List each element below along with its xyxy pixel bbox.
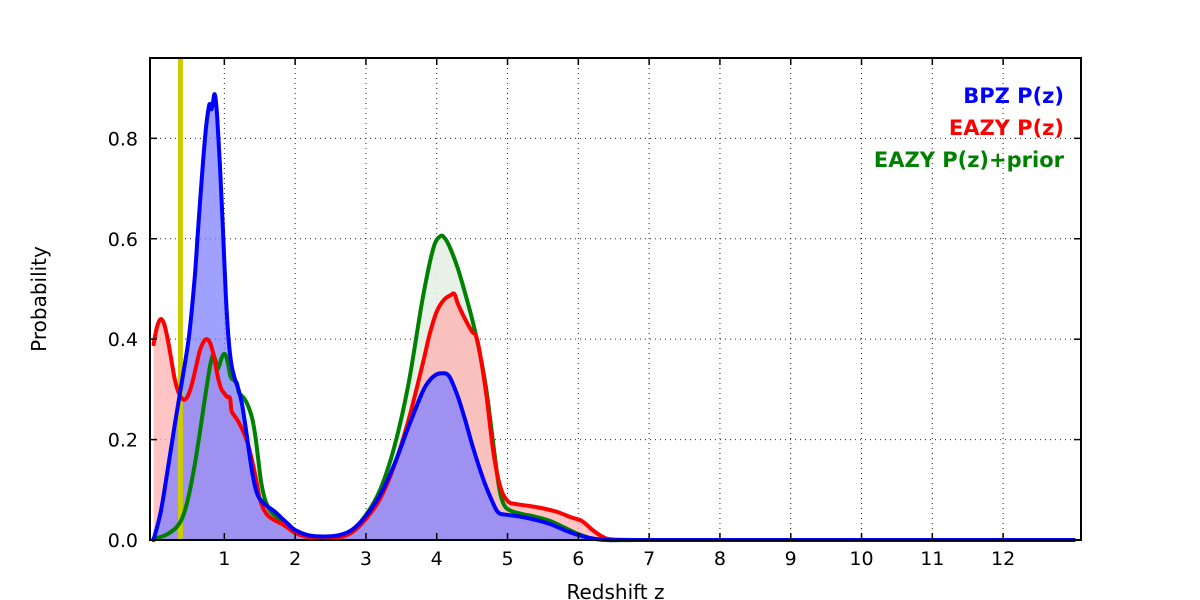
xtick-label-9: 10 <box>849 548 873 570</box>
series-line-2 <box>151 233 1076 543</box>
xtick-label-7: 8 <box>714 548 726 570</box>
axis-label-layer: Redshift z Probability <box>27 246 665 600</box>
xtick-label-10: 11 <box>920 548 944 570</box>
y-axis-label: Probability <box>27 246 51 352</box>
series-fill-1 <box>153 293 1074 541</box>
ytick-label-3: 0.6 <box>108 229 138 251</box>
series-line-0 <box>151 92 1076 543</box>
axes-frame <box>149 57 1082 541</box>
xtick-label-0: 1 <box>218 548 230 570</box>
xtick-label-3: 4 <box>431 548 443 570</box>
xtick-label-1: 2 <box>289 548 301 570</box>
axes-border <box>149 57 1082 541</box>
xtick-label-8: 9 <box>785 548 797 570</box>
grid-layer <box>150 58 1081 540</box>
series-fill-layer <box>153 94 1074 541</box>
xtick-label-5: 6 <box>572 548 584 570</box>
ytick-label-2: 0.4 <box>108 329 138 351</box>
ytick-label-4: 0.8 <box>108 128 138 150</box>
xtick-label-2: 3 <box>360 548 372 570</box>
tick-layer: 1 2 3 4 5 6 7 8 9 10 11 120.00.20.40.60.8 <box>108 58 1081 570</box>
xtick-label-4: 5 <box>501 548 513 570</box>
ytick-label-1: 0.2 <box>108 430 138 452</box>
legend-item-2: EAZY P(z)+prior <box>874 148 1065 172</box>
series-line-layer <box>151 92 1076 543</box>
xtick-label-6: 7 <box>643 548 655 570</box>
legend-item-0: BPZ P(z) <box>963 84 1064 108</box>
series-fill-2 <box>153 235 1074 541</box>
legend: BPZ P(z) EAZY P(z) EAZY P(z)+prior <box>874 84 1065 172</box>
series-fill-0 <box>153 94 1074 541</box>
ytick-label-0: 0.0 <box>108 530 138 552</box>
x-axis-label: Redshift z <box>566 580 664 600</box>
xtick-label-11: 12 <box>991 548 1015 570</box>
series-line-1 <box>151 291 1076 543</box>
legend-item-1: EAZY P(z) <box>949 116 1064 140</box>
